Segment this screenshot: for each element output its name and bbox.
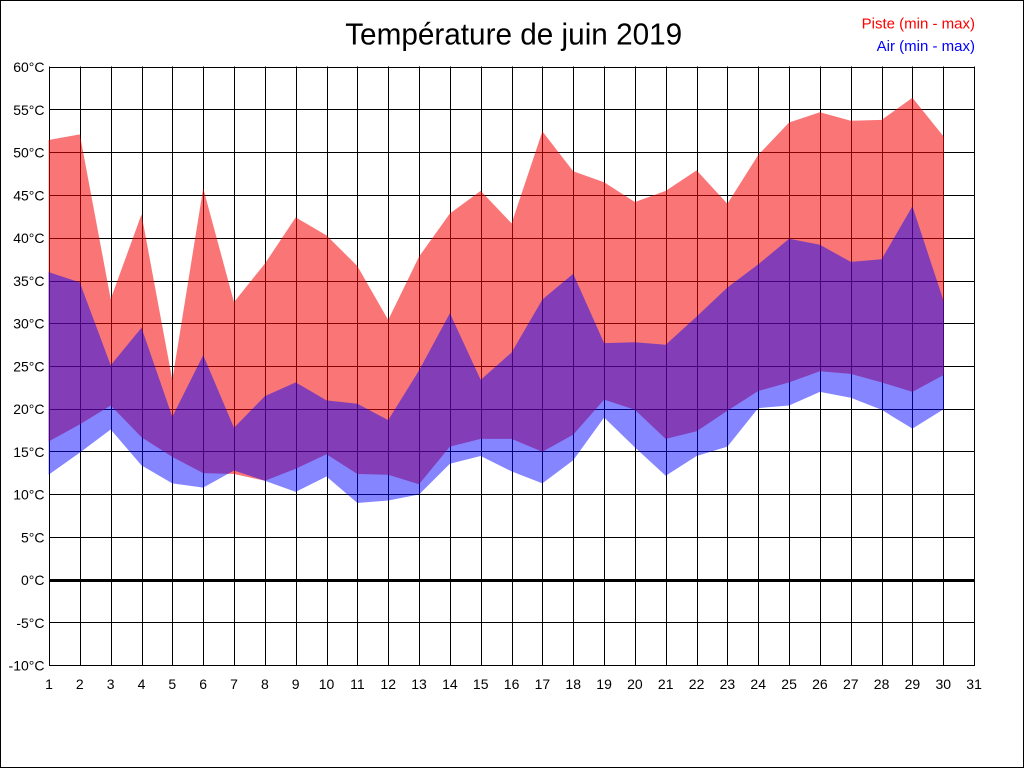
svg-text:10: 10 — [319, 676, 335, 692]
svg-text:50°C: 50°C — [13, 145, 44, 161]
svg-text:23: 23 — [720, 676, 736, 692]
svg-text:29: 29 — [905, 676, 921, 692]
svg-text:27: 27 — [843, 676, 859, 692]
svg-text:55°C: 55°C — [13, 102, 44, 118]
svg-text:22: 22 — [689, 676, 705, 692]
svg-text:31: 31 — [966, 676, 982, 692]
svg-text:Piste (min - max): Piste (min - max) — [862, 15, 975, 32]
svg-text:Température de juin 2019: Température de juin 2019 — [345, 17, 682, 51]
svg-text:3: 3 — [107, 676, 115, 692]
svg-text:20°C: 20°C — [13, 401, 44, 417]
svg-text:45°C: 45°C — [13, 187, 44, 203]
svg-text:35°C: 35°C — [13, 273, 44, 289]
svg-text:Air (min - max): Air (min - max) — [877, 38, 975, 55]
svg-text:5: 5 — [168, 676, 176, 692]
svg-text:28: 28 — [874, 676, 890, 692]
svg-text:40°C: 40°C — [13, 230, 44, 246]
svg-text:7: 7 — [230, 676, 238, 692]
svg-text:9: 9 — [292, 676, 300, 692]
svg-text:26: 26 — [812, 676, 828, 692]
svg-text:20: 20 — [627, 676, 643, 692]
svg-text:17: 17 — [535, 676, 551, 692]
svg-text:4: 4 — [138, 676, 146, 692]
svg-text:13: 13 — [411, 676, 427, 692]
svg-text:25°C: 25°C — [13, 358, 44, 374]
svg-text:12: 12 — [380, 676, 396, 692]
svg-text:16: 16 — [504, 676, 520, 692]
svg-text:14: 14 — [442, 676, 458, 692]
svg-text:11: 11 — [350, 676, 365, 692]
svg-text:15°C: 15°C — [13, 444, 44, 460]
svg-text:21: 21 — [658, 676, 674, 692]
svg-text:1: 1 — [45, 676, 53, 692]
svg-text:25: 25 — [781, 676, 797, 692]
svg-text:-10°C: -10°C — [9, 658, 45, 674]
svg-text:24: 24 — [750, 676, 766, 692]
svg-text:0°C: 0°C — [21, 572, 45, 588]
svg-text:8: 8 — [261, 676, 269, 692]
svg-text:2: 2 — [76, 676, 84, 692]
svg-text:-5°C: -5°C — [16, 615, 44, 631]
svg-text:18: 18 — [565, 676, 581, 692]
svg-text:30°C: 30°C — [13, 316, 44, 332]
svg-text:60°C: 60°C — [13, 59, 44, 75]
svg-text:15: 15 — [473, 676, 489, 692]
svg-text:30: 30 — [936, 676, 952, 692]
svg-text:19: 19 — [596, 676, 612, 692]
svg-text:5°C: 5°C — [21, 529, 45, 545]
svg-text:10°C: 10°C — [13, 487, 44, 503]
svg-text:6: 6 — [199, 676, 207, 692]
